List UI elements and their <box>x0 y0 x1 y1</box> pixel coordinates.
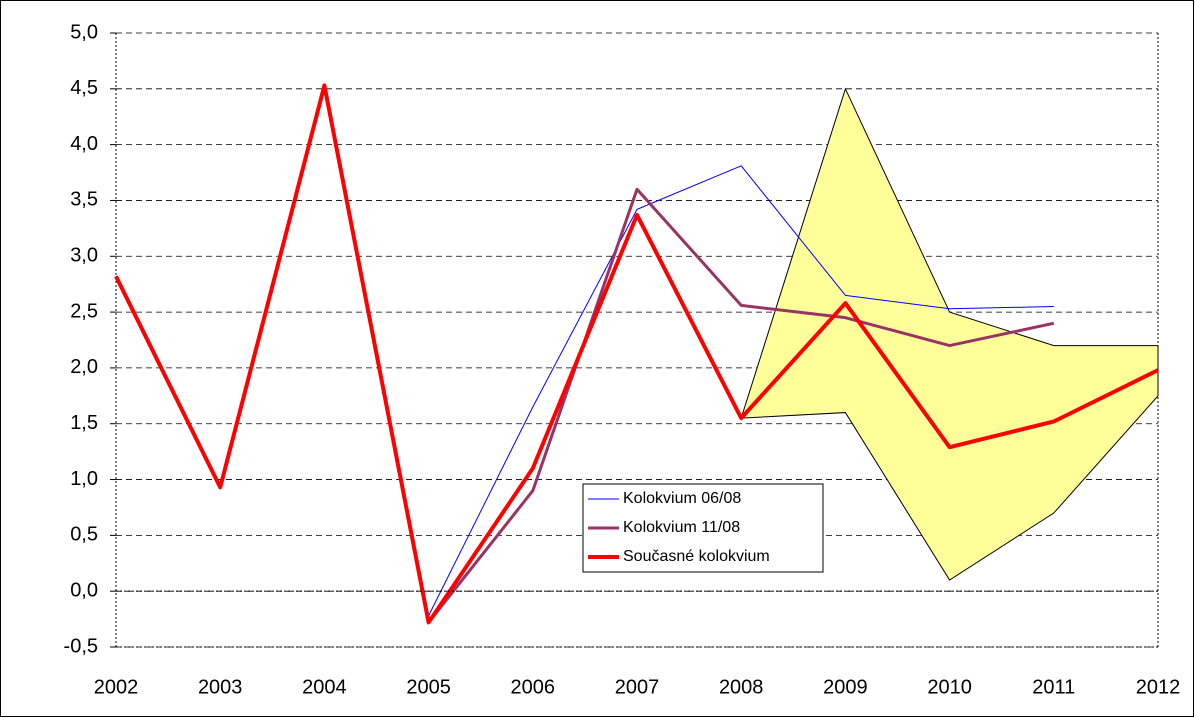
x-tick-label: 2011 <box>1032 676 1075 698</box>
x-tick-label: 2005 <box>406 676 451 698</box>
y-tick-label: 5,0 <box>70 21 98 43</box>
y-tick-label: 1,5 <box>70 412 98 434</box>
y-tick-label: 1,0 <box>70 468 98 490</box>
x-tick-label: 2006 <box>511 676 556 698</box>
y-tick-label: 2,5 <box>70 300 98 322</box>
x-tick-label: 2012 <box>1136 676 1181 698</box>
x-tick-label: 2007 <box>615 676 660 698</box>
x-tick-label: 2009 <box>823 676 868 698</box>
y-tick-label: -0,5 <box>64 635 98 657</box>
y-tick-label: 4,5 <box>70 77 98 99</box>
x-tick-label: 2008 <box>719 676 764 698</box>
y-tick-label: 3,0 <box>70 245 98 267</box>
y-tick-label: 4,0 <box>70 133 98 155</box>
series-line <box>114 83 1159 625</box>
x-tick-label: 2002 <box>94 676 139 698</box>
y-tick-label: 3,5 <box>70 189 98 211</box>
x-tick-label: 2004 <box>302 676 347 698</box>
legend-box <box>582 483 824 573</box>
legend-label: Kolokvium 11/08 <box>623 519 740 536</box>
y-tick-label: 2,0 <box>70 356 98 378</box>
x-tick-label: 2010 <box>927 676 972 698</box>
y-tick-label: 0,5 <box>70 524 98 546</box>
legend-label: Současné kolokvium <box>623 548 770 565</box>
y-tick-label: 0,0 <box>70 579 98 601</box>
x-tick-label: 2003 <box>198 676 243 698</box>
legend-label: Kolokvium 06/08 <box>623 490 741 507</box>
